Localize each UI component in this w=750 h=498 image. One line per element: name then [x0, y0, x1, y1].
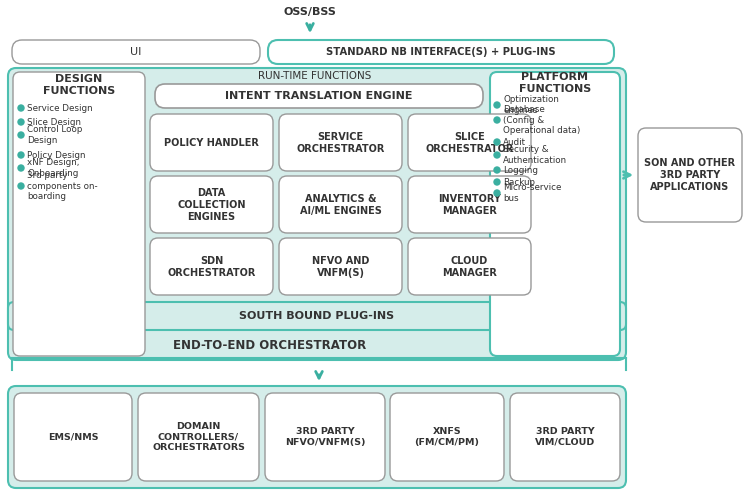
Text: Audit: Audit	[503, 137, 526, 146]
Text: STANDARD NB INTERFACE(S) + PLUG-INS: STANDARD NB INTERFACE(S) + PLUG-INS	[326, 47, 556, 57]
Text: Backup: Backup	[503, 177, 535, 186]
Text: DESIGN
FUNCTIONS: DESIGN FUNCTIONS	[43, 74, 116, 96]
Text: SON AND OTHER
3RD PARTY
APPLICATIONS: SON AND OTHER 3RD PARTY APPLICATIONS	[644, 158, 736, 192]
FancyBboxPatch shape	[390, 393, 504, 481]
Text: Slice Design: Slice Design	[27, 118, 81, 126]
Circle shape	[494, 139, 500, 145]
Text: SOUTH BOUND PLUG-INS: SOUTH BOUND PLUG-INS	[239, 311, 394, 321]
Text: DATA
COLLECTION
ENGINES: DATA COLLECTION ENGINES	[177, 188, 246, 222]
Text: OSS/BSS: OSS/BSS	[284, 7, 337, 17]
FancyBboxPatch shape	[279, 238, 402, 295]
Circle shape	[18, 105, 24, 111]
Text: Security &
Authentication: Security & Authentication	[503, 145, 567, 165]
Circle shape	[18, 119, 24, 125]
FancyBboxPatch shape	[155, 84, 483, 108]
Circle shape	[494, 190, 500, 196]
FancyBboxPatch shape	[279, 114, 402, 171]
Circle shape	[494, 167, 500, 173]
Text: Database
(Config &
Operational data): Database (Config & Operational data)	[503, 105, 580, 135]
FancyBboxPatch shape	[638, 128, 742, 222]
Text: UI: UI	[130, 47, 142, 57]
Text: PLATFORM
FUNCTIONS: PLATFORM FUNCTIONS	[519, 72, 591, 94]
Text: Service Design: Service Design	[27, 104, 93, 113]
FancyBboxPatch shape	[150, 238, 273, 295]
Text: NFVO AND
VNFM(S): NFVO AND VNFM(S)	[312, 255, 369, 277]
Text: RUN-TIME FUNCTIONS: RUN-TIME FUNCTIONS	[258, 71, 372, 81]
Circle shape	[494, 152, 500, 158]
FancyBboxPatch shape	[8, 302, 626, 330]
Circle shape	[494, 179, 500, 185]
FancyBboxPatch shape	[268, 40, 614, 64]
Text: CLOUD
MANAGER: CLOUD MANAGER	[442, 255, 497, 277]
FancyBboxPatch shape	[265, 393, 385, 481]
FancyBboxPatch shape	[150, 176, 273, 233]
Text: 3RD PARTY
VIM/CLOUD: 3RD PARTY VIM/CLOUD	[535, 427, 596, 447]
Text: DOMAIN
CONTROLLERS/
ORCHESTRATORS: DOMAIN CONTROLLERS/ ORCHESTRATORS	[152, 422, 245, 452]
Text: INVENTORY
MANAGER: INVENTORY MANAGER	[438, 194, 501, 216]
FancyBboxPatch shape	[13, 72, 145, 356]
Text: EMS/NMS: EMS/NMS	[48, 432, 98, 442]
Text: xNF Design,
Onboarding: xNF Design, Onboarding	[27, 158, 80, 178]
Circle shape	[18, 183, 24, 189]
Text: SERVICE
ORCHESTRATOR: SERVICE ORCHESTRATOR	[296, 131, 385, 153]
Text: SDN
ORCHESTRATOR: SDN ORCHESTRATOR	[167, 255, 256, 277]
Text: Control Loop
Design: Control Loop Design	[27, 125, 82, 145]
Circle shape	[18, 132, 24, 138]
FancyBboxPatch shape	[490, 72, 620, 356]
Circle shape	[18, 152, 24, 158]
FancyBboxPatch shape	[12, 40, 260, 64]
FancyBboxPatch shape	[279, 176, 402, 233]
Text: Logging: Logging	[503, 165, 538, 174]
FancyBboxPatch shape	[8, 386, 626, 488]
Circle shape	[494, 117, 500, 123]
FancyBboxPatch shape	[150, 114, 273, 171]
Text: END-TO-END ORCHESTRATOR: END-TO-END ORCHESTRATOR	[173, 339, 367, 352]
FancyBboxPatch shape	[8, 68, 626, 360]
Text: INTENT TRANSLATION ENGINE: INTENT TRANSLATION ENGINE	[225, 91, 412, 101]
Circle shape	[494, 102, 500, 108]
Text: Micro-service
bus: Micro-service bus	[503, 183, 561, 203]
FancyBboxPatch shape	[14, 393, 132, 481]
Text: ANALYTICS &
AI/ML ENGINES: ANALYTICS & AI/ML ENGINES	[299, 194, 382, 216]
FancyBboxPatch shape	[408, 238, 531, 295]
Circle shape	[18, 165, 24, 171]
Text: Optimization
engines: Optimization engines	[503, 95, 559, 115]
FancyBboxPatch shape	[138, 393, 259, 481]
Text: Policy Design: Policy Design	[27, 150, 86, 159]
FancyBboxPatch shape	[510, 393, 620, 481]
Text: 3rd party
components on-
boarding: 3rd party components on- boarding	[27, 171, 98, 201]
Text: XNFS
(FM/CM/PM): XNFS (FM/CM/PM)	[415, 427, 479, 447]
Text: 3RD PARTY
NFVO/VNFM(S): 3RD PARTY NFVO/VNFM(S)	[285, 427, 365, 447]
FancyBboxPatch shape	[408, 114, 531, 171]
FancyBboxPatch shape	[408, 176, 531, 233]
Text: SLICE
ORCHESTRATOR: SLICE ORCHESTRATOR	[425, 131, 514, 153]
Text: POLICY HANDLER: POLICY HANDLER	[164, 137, 259, 147]
